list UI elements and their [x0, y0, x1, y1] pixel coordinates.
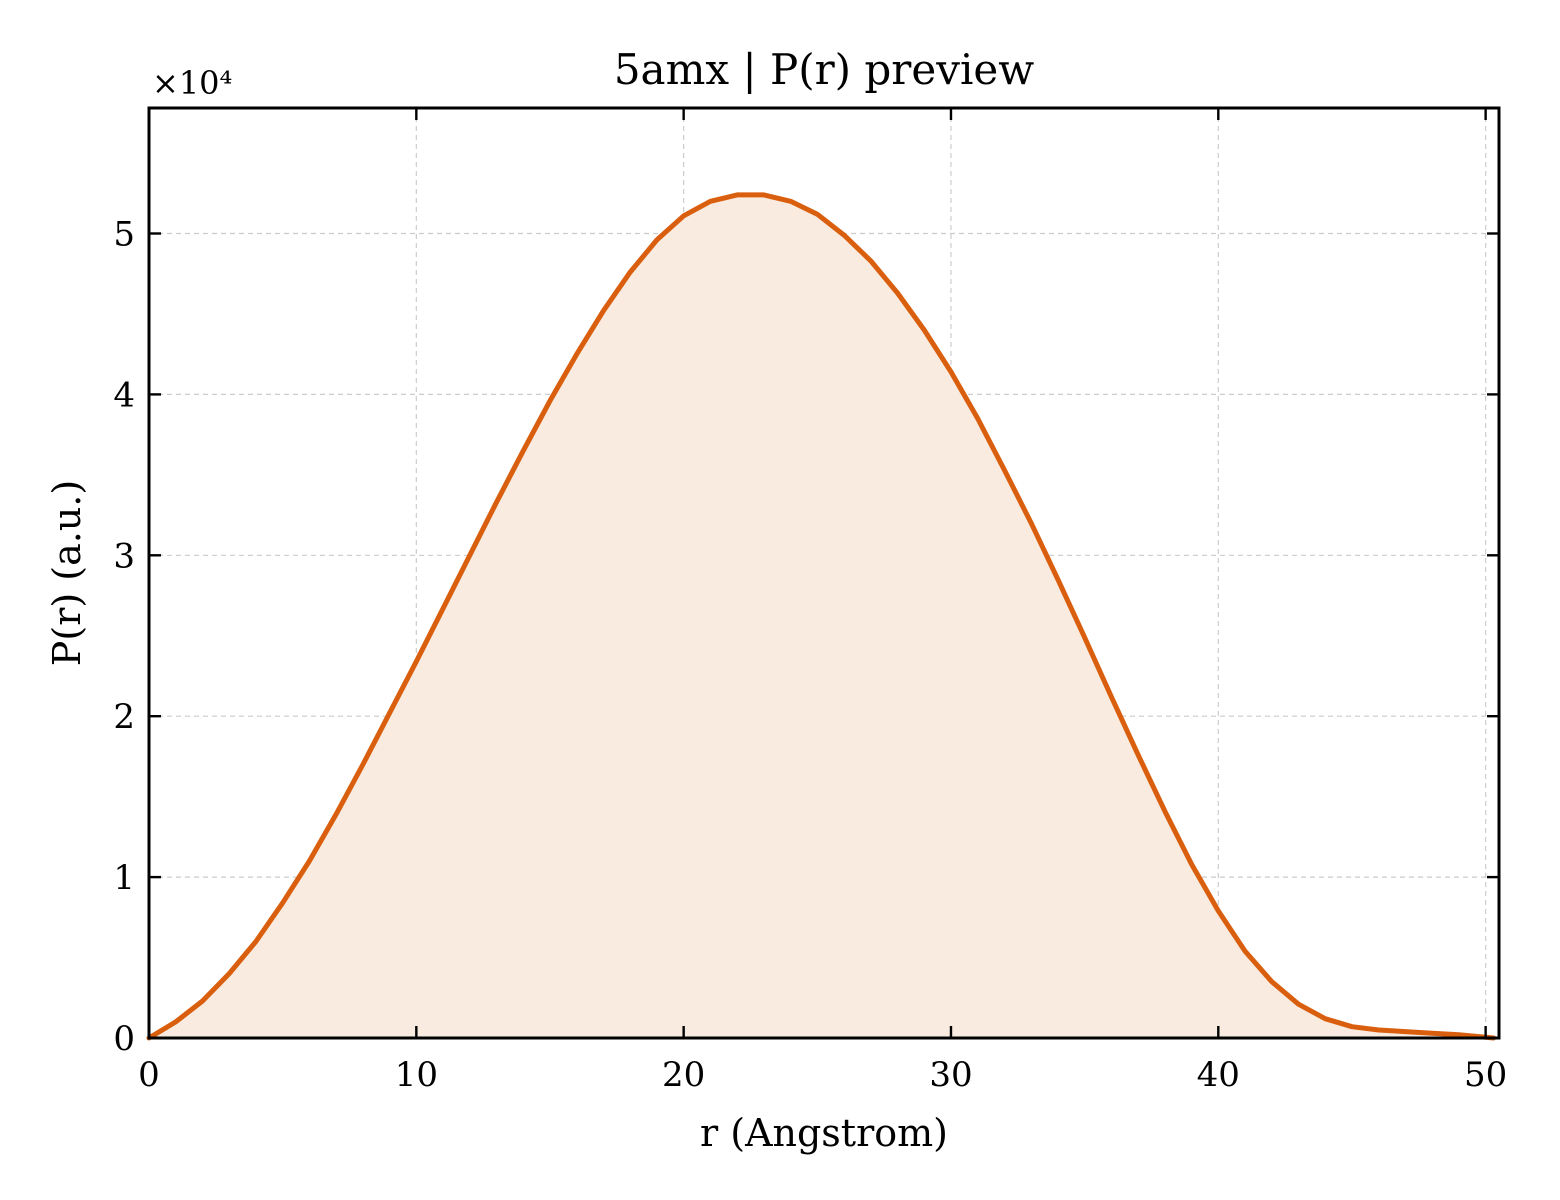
pr-curve-line [146, 192, 1497, 1041]
y-tick-label: 4 [113, 375, 135, 415]
y-tick-label: 1 [113, 858, 135, 898]
x-tick-label: 50 [1464, 1055, 1507, 1095]
x-tick-label: 30 [929, 1055, 972, 1095]
x-axis-label: r (Angstrom) [700, 1111, 948, 1155]
y-axis-label: P(r) (a.u.) [45, 480, 89, 666]
x-tick-label: 20 [662, 1055, 705, 1095]
y-tick-label: 3 [113, 536, 135, 576]
axis-ticks: 0 10 20 30 40 50 0 1 2 3 4 5 [113, 108, 1507, 1095]
plot-frame [147, 106, 1501, 1040]
x-tick-label: 40 [1197, 1055, 1240, 1095]
y-tick-label: 5 [113, 215, 135, 255]
pr-area-fill [149, 194, 1494, 1038]
y-tick-label: 0 [113, 1019, 135, 1059]
x-tick-label: 0 [138, 1055, 160, 1095]
y-axis-multiplier: ×10⁴ [152, 64, 232, 102]
chart-title: 5amx | P(r) preview [614, 45, 1034, 94]
x-tick-label: 10 [395, 1055, 438, 1095]
y-tick-label: 2 [113, 697, 135, 737]
